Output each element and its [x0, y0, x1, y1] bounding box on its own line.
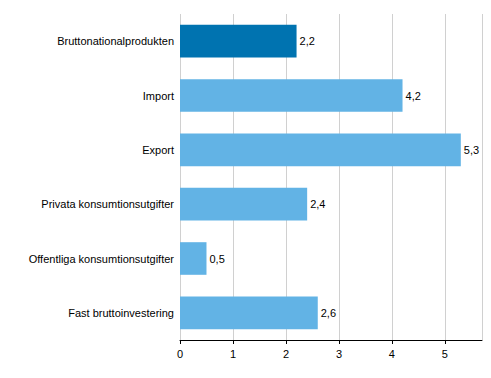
svg-text:2,4: 2,4 — [310, 198, 325, 210]
svg-text:2,6: 2,6 — [321, 307, 336, 319]
svg-text:Import: Import — [143, 90, 174, 102]
svg-text:0,5: 0,5 — [209, 253, 224, 265]
svg-text:0: 0 — [177, 348, 183, 360]
svg-text:Export: Export — [142, 144, 174, 156]
svg-text:1: 1 — [230, 348, 236, 360]
svg-text:5,3: 5,3 — [464, 144, 479, 156]
svg-text:5: 5 — [442, 348, 448, 360]
svg-text:2: 2 — [283, 348, 289, 360]
svg-text:Fast bruttoinvestering: Fast bruttoinvestering — [68, 307, 174, 319]
svg-text:4: 4 — [389, 348, 395, 360]
svg-text:2,2: 2,2 — [300, 35, 315, 47]
svg-text:4,2: 4,2 — [406, 90, 421, 102]
svg-text:Bruttonationalprodukten: Bruttonationalprodukten — [57, 35, 174, 47]
svg-text:Privata konsumtionsutgifter: Privata konsumtionsutgifter — [41, 198, 174, 210]
svg-text:Offentliga konsumtionsutgifter: Offentliga konsumtionsutgifter — [29, 253, 175, 265]
svg-text:3: 3 — [336, 348, 342, 360]
